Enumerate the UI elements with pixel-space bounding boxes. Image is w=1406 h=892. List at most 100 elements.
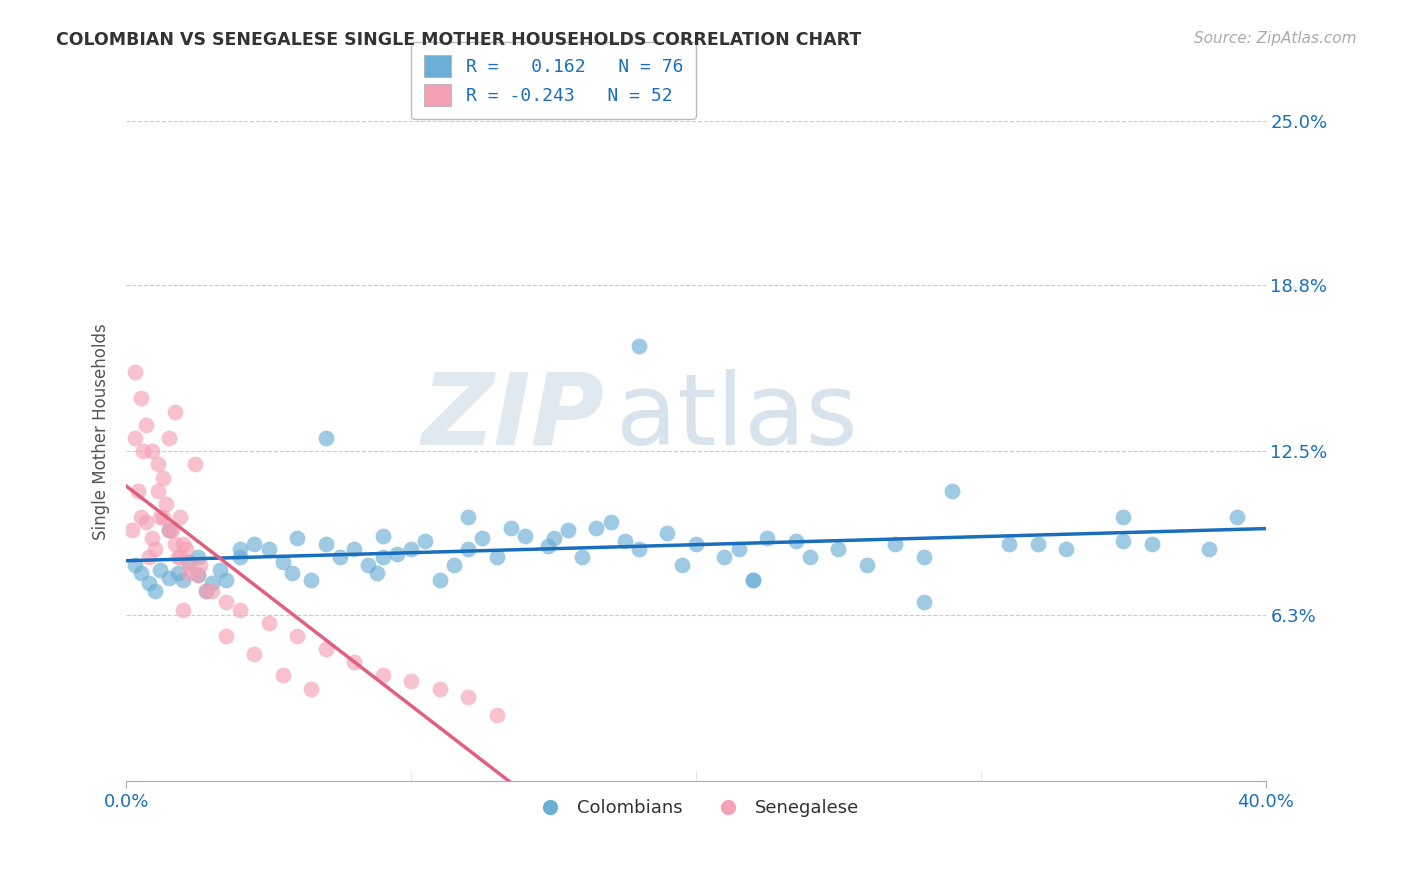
Point	[229, 549, 252, 564]
Point	[201, 584, 224, 599]
Point	[138, 549, 160, 564]
Point	[329, 549, 352, 564]
Point	[613, 533, 636, 548]
Point	[856, 558, 879, 572]
Point	[135, 516, 157, 530]
Point	[399, 541, 422, 556]
Point	[195, 584, 218, 599]
Point	[186, 568, 208, 582]
Point	[149, 563, 172, 577]
Point	[627, 339, 650, 353]
Point	[429, 681, 451, 696]
Point	[124, 558, 146, 572]
Point	[229, 602, 252, 616]
Point	[124, 365, 146, 379]
Legend: Colombians, Senegalese: Colombians, Senegalese	[524, 792, 868, 824]
Point	[155, 497, 177, 511]
Point	[195, 584, 218, 599]
Text: Source: ZipAtlas.com: Source: ZipAtlas.com	[1194, 31, 1357, 46]
Text: COLOMBIAN VS SENEGALESE SINGLE MOTHER HOUSEHOLDS CORRELATION CHART: COLOMBIAN VS SENEGALESE SINGLE MOTHER HO…	[56, 31, 862, 49]
Point	[585, 521, 607, 535]
Point	[685, 536, 707, 550]
Point	[471, 531, 494, 545]
Point	[1112, 510, 1135, 524]
Point	[571, 549, 593, 564]
Point	[129, 392, 152, 406]
Point	[143, 584, 166, 599]
Point	[127, 483, 149, 498]
Point	[174, 541, 197, 556]
Point	[141, 444, 163, 458]
Point	[457, 541, 479, 556]
Point	[599, 516, 621, 530]
Point	[157, 431, 180, 445]
Point	[457, 510, 479, 524]
Point	[186, 549, 208, 564]
Point	[280, 566, 302, 580]
Point	[190, 558, 212, 572]
Point	[143, 541, 166, 556]
Point	[177, 555, 200, 569]
Point	[1112, 533, 1135, 548]
Point	[141, 531, 163, 545]
Point	[135, 417, 157, 432]
Point	[186, 568, 208, 582]
Point	[146, 458, 169, 472]
Point	[912, 549, 935, 564]
Point	[399, 673, 422, 688]
Point	[941, 483, 963, 498]
Point	[827, 541, 849, 556]
Point	[177, 566, 200, 580]
Point	[285, 629, 308, 643]
Point	[229, 541, 252, 556]
Point	[315, 431, 337, 445]
Point	[157, 524, 180, 538]
Point	[457, 690, 479, 704]
Point	[215, 594, 238, 608]
Point	[557, 524, 579, 538]
Point	[146, 483, 169, 498]
Y-axis label: Single Mother Households: Single Mother Households	[93, 323, 110, 540]
Point	[169, 549, 191, 564]
Point	[129, 566, 152, 580]
Point	[215, 629, 238, 643]
Point	[1226, 510, 1249, 524]
Point	[742, 574, 765, 588]
Point	[371, 668, 394, 682]
Point	[301, 574, 323, 588]
Point	[169, 510, 191, 524]
Point	[385, 547, 408, 561]
Point	[172, 602, 194, 616]
Point	[209, 563, 232, 577]
Point	[998, 536, 1021, 550]
Point	[157, 571, 180, 585]
Point	[149, 510, 172, 524]
Point	[257, 541, 280, 556]
Text: atlas: atlas	[616, 369, 858, 466]
Point	[1054, 541, 1077, 556]
Point	[742, 574, 765, 588]
Point	[243, 536, 266, 550]
Point	[671, 558, 693, 572]
Point	[166, 549, 188, 564]
Point	[163, 536, 186, 550]
Point	[499, 521, 522, 535]
Point	[415, 533, 437, 548]
Point	[301, 681, 323, 696]
Point	[799, 549, 821, 564]
Point	[243, 648, 266, 662]
Point	[366, 566, 388, 580]
Point	[537, 539, 560, 553]
Point	[152, 510, 174, 524]
Point	[129, 510, 152, 524]
Point	[183, 458, 205, 472]
Point	[138, 576, 160, 591]
Point	[343, 655, 366, 669]
Point	[485, 549, 508, 564]
Point	[271, 668, 294, 682]
Point	[756, 531, 779, 545]
Point	[152, 470, 174, 484]
Point	[172, 536, 194, 550]
Point	[884, 536, 907, 550]
Point	[785, 533, 807, 548]
